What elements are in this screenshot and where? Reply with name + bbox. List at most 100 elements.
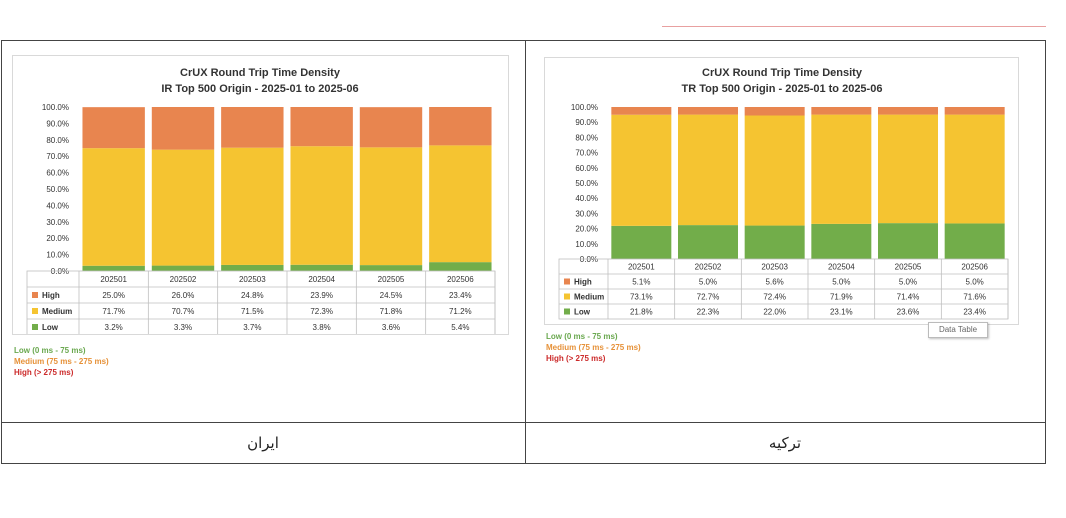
bar-segment-high xyxy=(744,107,805,116)
y-tick-label: 20.0% xyxy=(46,234,69,243)
data-label: 24.8% xyxy=(241,291,264,300)
bar-segment-medium xyxy=(811,114,872,224)
bar-segment-high xyxy=(221,107,284,148)
chart-subtitle: TR Top 500 Origin - 2025-01 to 2025-06 xyxy=(682,83,883,95)
data-label: 5.0% xyxy=(899,278,917,287)
data-label: 71.2% xyxy=(449,307,472,316)
bar-segment-high xyxy=(878,107,938,115)
chart-title: CrUX Round Trip Time Density xyxy=(180,67,341,79)
y-tick-label: 60.0% xyxy=(46,169,69,178)
country-label-iran: ایران xyxy=(247,434,279,452)
y-tick-label: 60.0% xyxy=(575,164,598,173)
data-label: 71.6% xyxy=(963,293,986,302)
chart-title: CrUX Round Trip Time Density xyxy=(702,67,863,79)
series-name-medium: Medium xyxy=(574,293,604,302)
data-label: 3.7% xyxy=(243,323,261,332)
legend-note-medium: Medium (75 ms - 275 ms) xyxy=(546,343,641,352)
bar-segment-low xyxy=(82,265,145,271)
data-label: 23.9% xyxy=(310,291,333,300)
legend-key-medium xyxy=(32,308,38,314)
category-label: 202504 xyxy=(308,275,335,284)
bar-segment-low xyxy=(221,264,284,271)
y-tick-label: 40.0% xyxy=(575,194,598,203)
data-label: 71.8% xyxy=(380,307,403,316)
chart-subtitle: IR Top 500 Origin - 2025-01 to 2025-06 xyxy=(161,83,358,95)
legend-key-high xyxy=(32,292,38,298)
data-label: 23.1% xyxy=(830,308,853,317)
data-label: 5.4% xyxy=(451,323,469,332)
data-label: 3.6% xyxy=(382,323,400,332)
legend-note-high: High (> 275 ms) xyxy=(14,368,74,377)
data-label: 26.0% xyxy=(172,291,195,300)
bar-segment-low xyxy=(944,223,1005,259)
bar-segment-high xyxy=(811,107,872,115)
bar-segment-high xyxy=(678,107,738,115)
data-label: 72.3% xyxy=(310,307,333,316)
legend-note-ir: Low (0 ms - 75 ms) Medium (75 ms - 275 m… xyxy=(14,345,109,378)
data-label: 71.5% xyxy=(241,307,264,316)
data-label: 25.0% xyxy=(102,291,125,300)
y-tick-label: 10.0% xyxy=(46,251,69,260)
data-label: 71.7% xyxy=(102,307,125,316)
legend-note-medium: Medium (75 ms - 275 ms) xyxy=(14,357,109,366)
data-label: 21.8% xyxy=(630,308,653,317)
bar-segment-high xyxy=(359,107,423,148)
bar-segment-medium xyxy=(359,147,423,266)
y-tick-label: 10.0% xyxy=(575,240,598,249)
y-tick-label: 0.0% xyxy=(580,255,598,264)
category-label: 202505 xyxy=(378,275,405,284)
data-label: 73.1% xyxy=(630,293,653,302)
bar-segment-high xyxy=(82,107,145,149)
bar-segment-medium xyxy=(678,114,738,226)
y-tick-label: 50.0% xyxy=(575,179,598,188)
legend-note-low: Low (0 ms - 75 ms) xyxy=(14,346,86,355)
data-label: 22.3% xyxy=(697,308,720,317)
category-label: 202502 xyxy=(170,275,197,284)
column-divider xyxy=(525,41,526,463)
category-label: 202505 xyxy=(895,263,922,272)
bar-segment-low xyxy=(151,265,215,271)
y-tick-label: 0.0% xyxy=(51,267,69,276)
data-label: 5.6% xyxy=(766,278,784,287)
bar-segment-low xyxy=(744,225,805,259)
chart-panel-ir: CrUX Round Trip Time Density IR Top 500 O… xyxy=(12,55,509,336)
bar-segment-medium xyxy=(878,114,938,224)
data-label: 72.4% xyxy=(763,293,786,302)
legend-key-medium xyxy=(564,293,570,300)
y-tick-label: 90.0% xyxy=(575,118,598,127)
data-label: 23.6% xyxy=(897,308,920,317)
data-label: 24.5% xyxy=(380,291,403,300)
bar-segment-medium xyxy=(429,145,492,263)
data-label: 71.4% xyxy=(897,293,920,302)
data-label: 5.0% xyxy=(699,278,717,287)
legend-key-low xyxy=(32,324,38,330)
chart-panel-tr: CrUX Round Trip Time Density TR Top 500 O… xyxy=(544,57,1019,325)
series-name-low: Low xyxy=(574,308,591,317)
y-tick-label: 100.0% xyxy=(42,103,69,112)
data-label: 3.3% xyxy=(174,323,192,332)
y-tick-label: 30.0% xyxy=(575,209,598,218)
bar-segment-medium xyxy=(290,146,353,265)
comparison-table: ایران ترکیه xyxy=(1,40,1046,464)
data-label: 23.4% xyxy=(449,291,472,300)
y-tick-label: 40.0% xyxy=(46,201,69,210)
top-divider-line xyxy=(662,26,1046,27)
category-label: 202501 xyxy=(100,275,127,284)
y-tick-label: 100.0% xyxy=(571,103,598,112)
category-label: 202503 xyxy=(761,263,788,272)
y-tick-label: 90.0% xyxy=(46,119,69,128)
category-label: 202503 xyxy=(239,275,266,284)
legend-key-high xyxy=(564,278,570,285)
category-label: 202504 xyxy=(828,263,855,272)
bar-segment-high xyxy=(944,107,1005,115)
legend-note-low: Low (0 ms - 75 ms) xyxy=(546,332,618,341)
row-divider xyxy=(2,422,1045,423)
data-label: 5.0% xyxy=(832,278,850,287)
bar-segment-medium xyxy=(744,115,805,226)
bar-segment-low xyxy=(359,265,423,271)
data-label: 5.0% xyxy=(966,278,984,287)
data-table-tooltip: Data Table xyxy=(928,322,988,338)
country-label-turkey: ترکیه xyxy=(768,434,802,452)
y-tick-label: 30.0% xyxy=(46,218,69,227)
legend-note-high: High (> 275 ms) xyxy=(546,354,606,363)
